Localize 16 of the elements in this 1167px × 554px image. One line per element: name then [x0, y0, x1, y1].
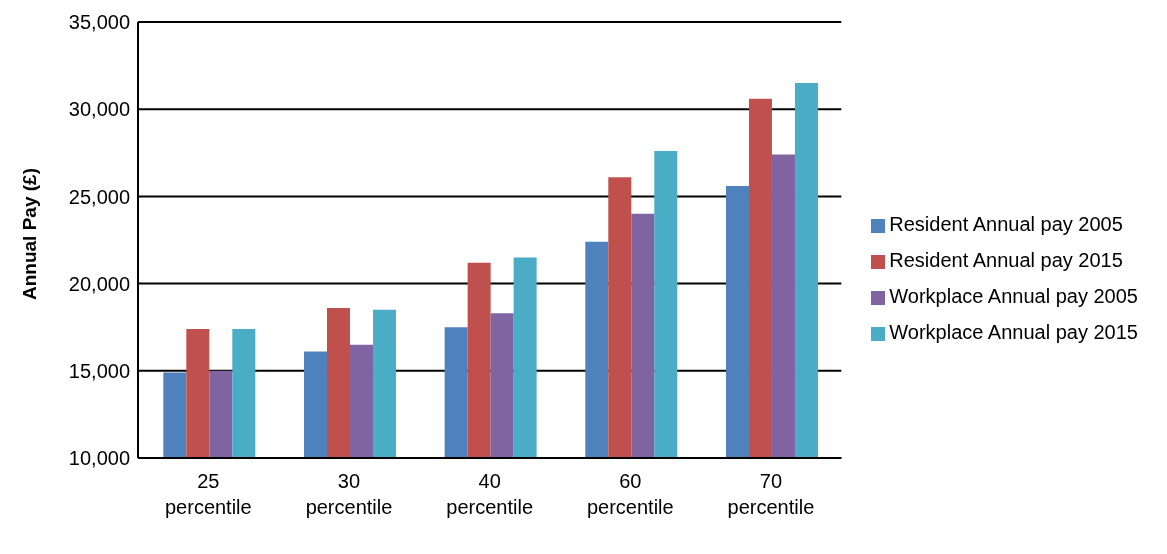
y-tick-label: 25,000: [68, 185, 130, 208]
y-axis-title: Annual Pay (£): [18, 168, 40, 300]
legend-label: Workplace Annual pay 2015: [889, 321, 1138, 343]
x-tick-label: 40 percentile: [446, 470, 534, 518]
y-tick-label: 15,000: [68, 359, 130, 382]
legend-label: Workplace Annual pay 2005: [889, 285, 1138, 307]
legend-label: Resident Annual pay 2015: [889, 249, 1123, 271]
legend-label: Resident Annual pay 2005: [889, 213, 1123, 235]
x-tick-label: 70 percentile: [727, 470, 815, 518]
y-tick-label: 35,000: [68, 11, 130, 34]
y-tick-label: 10,000: [68, 447, 130, 470]
y-tick-label: 30,000: [68, 98, 130, 121]
x-tick-label: 60 percentile: [586, 470, 674, 518]
y-tick-label: 20,000: [68, 272, 130, 295]
x-tick-label: 25 percentile: [164, 470, 252, 518]
x-tick-label: 30 percentile: [305, 470, 393, 518]
